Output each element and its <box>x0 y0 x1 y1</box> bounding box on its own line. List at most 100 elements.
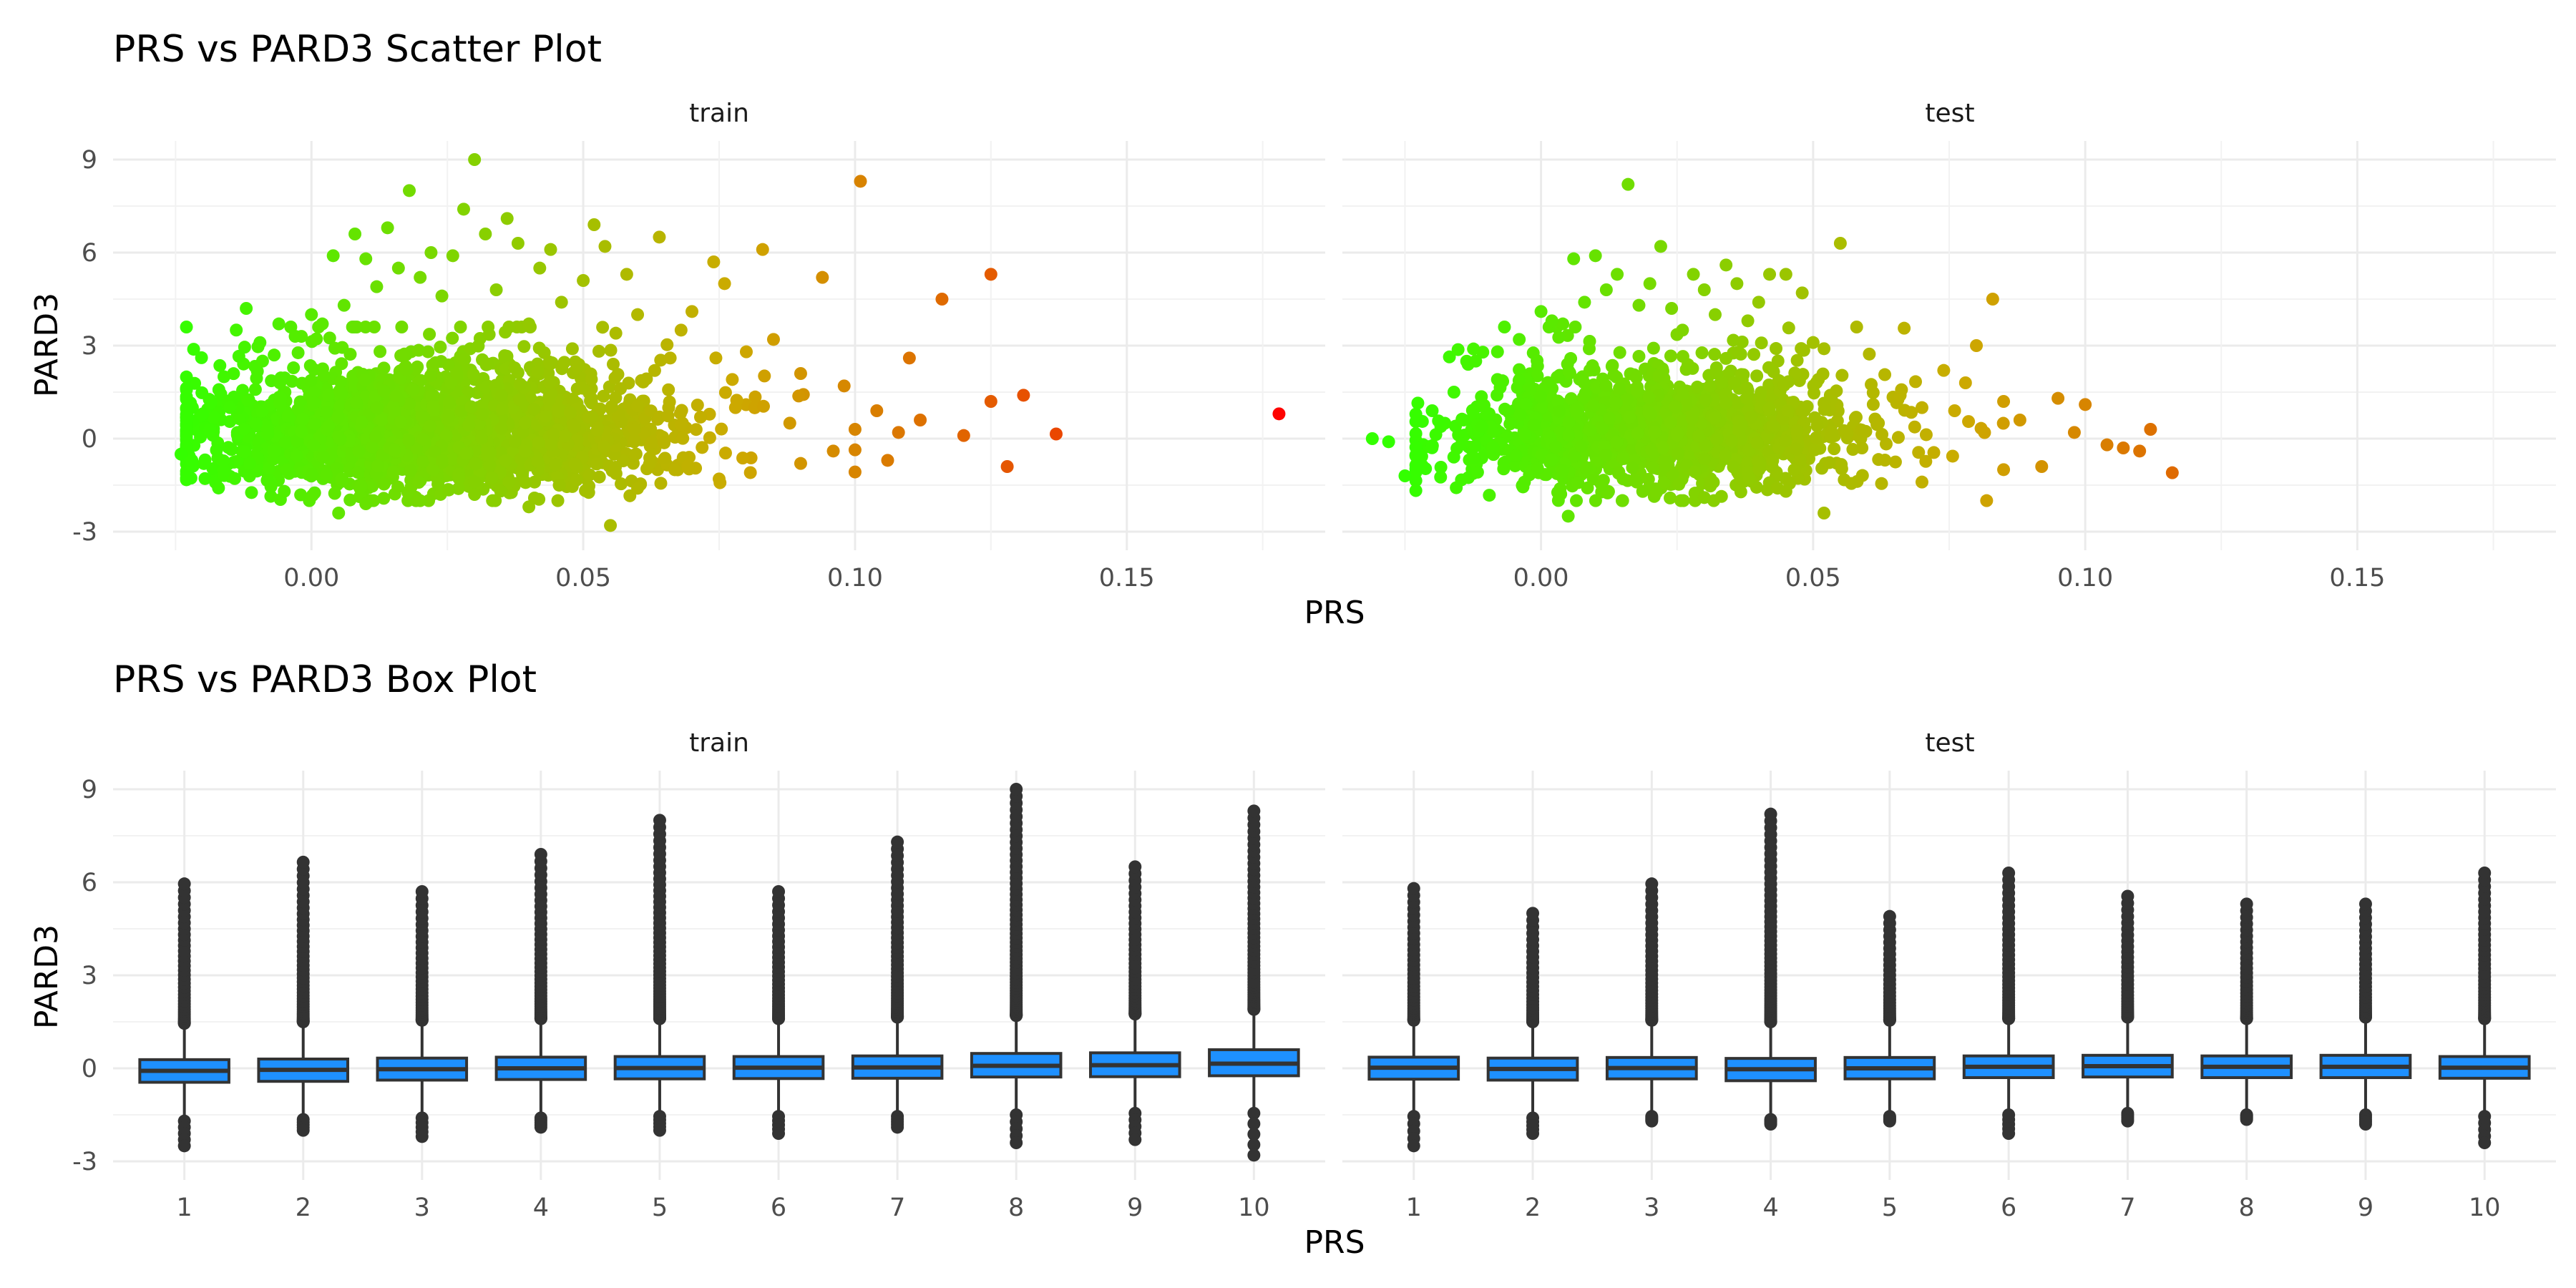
scatter-point <box>1491 345 1504 358</box>
scatter-point <box>417 411 431 424</box>
box-item <box>613 814 706 1137</box>
box-outlier <box>891 835 904 849</box>
scatter-point <box>458 352 472 366</box>
scatter-point <box>552 401 565 415</box>
box-x-tick-label: 1 <box>177 1194 192 1222</box>
scatter-point <box>522 317 536 331</box>
box-outlier <box>534 848 547 861</box>
scatter-point <box>511 237 525 250</box>
scatter-point <box>1512 374 1526 387</box>
scatter-point <box>1742 472 1756 485</box>
scatter-point <box>502 476 516 489</box>
scatter-point <box>1443 350 1456 364</box>
scatter-point <box>442 410 456 424</box>
scatter-point <box>1970 339 1984 352</box>
scatter-point <box>1586 399 1600 413</box>
scatter-point <box>1533 390 1547 404</box>
scatter-point <box>1823 456 1836 469</box>
box-item <box>257 855 350 1137</box>
scatter-point <box>713 472 726 486</box>
scatter-point <box>1927 446 1941 459</box>
scatter-point <box>590 457 603 471</box>
box-item <box>1605 877 1698 1128</box>
scatter-point <box>1727 460 1740 474</box>
scatter-point <box>237 422 250 436</box>
scatter-point <box>620 268 633 281</box>
scatter-point <box>320 406 333 419</box>
scatter-point <box>643 457 656 471</box>
scatter-point <box>1793 453 1807 467</box>
scatter-point <box>425 391 439 404</box>
scatter-point <box>1908 420 1921 434</box>
scatter-point <box>1740 456 1754 469</box>
scatter-point <box>180 321 193 333</box>
scatter-point <box>1958 376 1972 389</box>
box-x-tick-label: 8 <box>2239 1194 2255 1222</box>
scatter-point <box>495 402 509 416</box>
scatter-point <box>1795 286 1809 300</box>
scatter-point <box>592 470 606 484</box>
scatter-point <box>582 411 596 424</box>
scatter-point <box>1644 443 1658 457</box>
scatter-point <box>241 394 255 408</box>
scatter-point <box>1833 237 1847 250</box>
scatter-point <box>519 444 532 458</box>
scatter-point <box>1810 419 1824 433</box>
scatter-point <box>1806 336 1820 349</box>
scatter-point <box>431 477 445 491</box>
scatter-point <box>1643 277 1657 291</box>
scatter-point <box>389 389 403 403</box>
scatter-point <box>1980 494 1994 507</box>
box-y-tick-label: 3 <box>82 962 97 990</box>
scatter-point <box>371 459 385 473</box>
scatter-point <box>518 416 532 429</box>
scatter-point <box>837 379 851 393</box>
scatter-point <box>278 435 292 449</box>
scatter-point <box>268 348 281 362</box>
scatter-point <box>333 385 346 399</box>
scatter-point <box>452 482 465 495</box>
scatter-point <box>1516 480 1530 494</box>
scatter-point <box>195 386 209 399</box>
scatter-point <box>354 479 368 493</box>
scatter-point <box>1850 321 1863 333</box>
scatter-point <box>336 341 349 354</box>
scatter-point <box>1679 398 1693 411</box>
scatter-point <box>1409 407 1423 421</box>
scatter-point <box>250 371 263 385</box>
scatter-point <box>590 424 604 437</box>
scatter-point <box>381 221 394 235</box>
scatter-point <box>1551 394 1565 408</box>
scatter-point <box>474 431 488 445</box>
box-item <box>1208 804 1300 1162</box>
scatter-point <box>377 492 391 505</box>
scatter-y-tick-label: 6 <box>82 239 97 268</box>
scatter-point <box>584 394 597 407</box>
scatter-point <box>388 443 401 457</box>
scatter-point <box>1571 476 1585 489</box>
scatter-y-tick-label: 0 <box>82 425 97 454</box>
scatter-point <box>1679 363 1693 376</box>
scatter-point <box>1646 461 1660 474</box>
scatter-point <box>1409 449 1423 463</box>
scatter-point <box>674 418 688 431</box>
scatter-point <box>185 454 199 467</box>
scatter-point <box>661 409 675 423</box>
scatter-point <box>472 417 486 431</box>
scatter-point <box>597 389 610 403</box>
scatter-point <box>1919 454 1933 468</box>
box-outlier <box>1526 907 1540 920</box>
scatter-point <box>1687 268 1700 281</box>
scatter-point <box>567 421 581 434</box>
scatter-point <box>527 402 540 416</box>
box-x-tick-label: 5 <box>1882 1194 1898 1222</box>
box-xlabel: PRS <box>1304 1224 1365 1261</box>
scatter-point <box>544 243 557 256</box>
scatter-point <box>1752 463 1766 477</box>
box-outlier <box>1407 1139 1420 1153</box>
scatter-point <box>519 476 532 489</box>
scatter-x-tick-label: 0.10 <box>827 564 883 592</box>
scatter-point <box>1818 403 1831 416</box>
scatter-point <box>459 447 473 460</box>
scatter-point <box>468 488 482 501</box>
